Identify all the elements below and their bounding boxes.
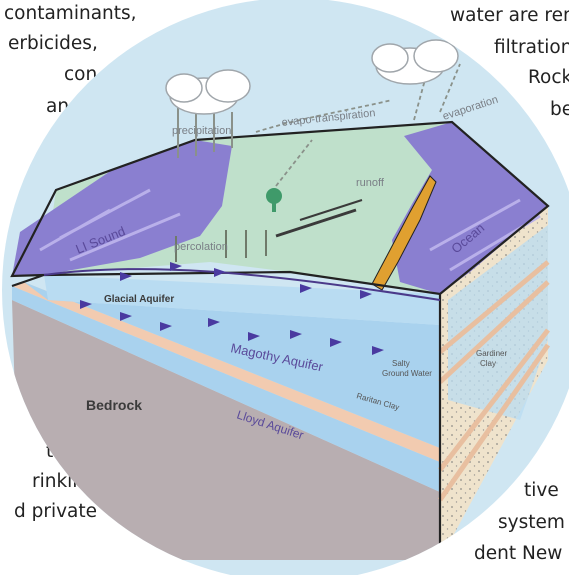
- li-sound-waves: [39, 188, 181, 262]
- right-text-line-8: dent New: [474, 543, 563, 564]
- tree-trunk: [272, 202, 276, 212]
- tree-icon: [266, 188, 282, 204]
- flow-arrows: [80, 262, 384, 355]
- right-text-line-3: Rock: [528, 67, 569, 88]
- stream-1: [275, 208, 357, 238]
- label-gardiner-line-2: Clay: [480, 359, 496, 368]
- right-face-blue: [448, 225, 548, 420]
- cloud-right-icon: [371, 39, 459, 85]
- magothy-aquifer-layer: [24, 282, 440, 448]
- left-text-line-2: erbicides,: [8, 33, 98, 54]
- precipitation-arrows: [177, 108, 233, 158]
- left-text-line-1: contaminants,: [4, 3, 137, 24]
- label-gardiner-line-1: Gardiner: [476, 349, 507, 358]
- stream-2: [299, 199, 363, 221]
- bedrock-layer: [12, 300, 440, 560]
- left-text-line-11: d private: [14, 501, 98, 522]
- label-percolation: percolation: [174, 241, 228, 253]
- right-text-line-4: be: [550, 99, 569, 120]
- right-text-line-2: filtration: [494, 37, 569, 58]
- evaporation-arrows: [255, 63, 461, 187]
- label-salty-line-1: Salty: [392, 359, 410, 368]
- label-bedrock: Bedrock: [86, 397, 142, 413]
- right-text-line-6: tive: [524, 480, 559, 501]
- right-text-line-7: system: [498, 512, 565, 533]
- label-runoff: runoff: [356, 177, 385, 189]
- label-glacial-aquifer: Glacial Aquifer: [104, 294, 174, 305]
- barrier-island: [371, 175, 437, 291]
- cloud-left-icon: [165, 69, 251, 115]
- percolation-arrows: [175, 230, 267, 262]
- raritan-clay-layer: [12, 282, 440, 462]
- label-precipitation: precipitation: [172, 125, 231, 137]
- glacial-aquifer-layer: [44, 275, 440, 325]
- label-salty-line-2: Ground Water: [382, 369, 432, 378]
- right-text-line-1: water are ren: [450, 5, 569, 26]
- water-table-line: [43, 267, 441, 301]
- lloyd-aquifer-layer: [12, 286, 440, 492]
- right-face-clay-bands: [437, 260, 551, 502]
